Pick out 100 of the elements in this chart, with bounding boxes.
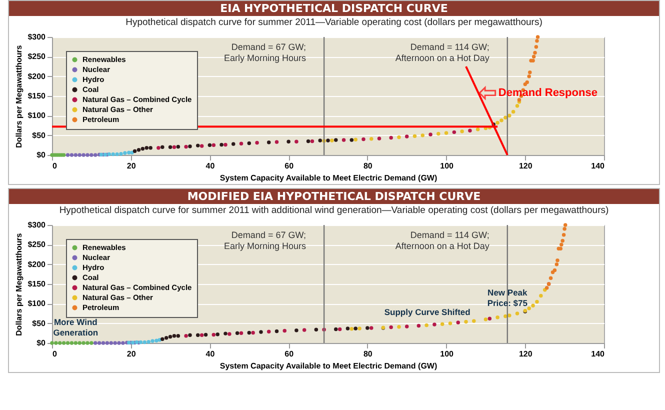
- y-tick-label: $100: [28, 111, 46, 120]
- point: [370, 137, 374, 141]
- point: [536, 35, 540, 39]
- point: [66, 341, 70, 345]
- point: [412, 134, 417, 138]
- point: [148, 146, 152, 150]
- point: [533, 50, 537, 55]
- y-tick-label: $0: [36, 150, 46, 160]
- point: [130, 150, 134, 155]
- point: [460, 130, 464, 134]
- point: [515, 104, 520, 108]
- point: [508, 114, 512, 118]
- chart-title: EIA HYPOTHETICAL DISPATCH CURVE: [9, 1, 659, 16]
- point: [172, 145, 176, 149]
- point: [294, 328, 298, 332]
- point: [113, 341, 117, 345]
- point: [119, 152, 123, 156]
- point: [212, 332, 216, 337]
- point: [78, 153, 82, 157]
- point: [105, 341, 110, 345]
- point: [294, 140, 298, 144]
- point: [350, 326, 354, 331]
- point: [176, 144, 180, 149]
- point: [535, 300, 539, 304]
- point: [196, 144, 200, 148]
- point: [239, 142, 244, 146]
- point: [266, 330, 271, 334]
- point: [358, 326, 362, 330]
- point: [176, 334, 180, 338]
- annotation: Demand = 114 GW; Afternoon on a Hot Day: [395, 230, 490, 251]
- point: [160, 337, 164, 341]
- point: [74, 153, 78, 157]
- x-tick-label: 60: [284, 350, 294, 358]
- y-tick-label: $0: [36, 338, 46, 348]
- point: [132, 149, 137, 153]
- point: [140, 146, 145, 151]
- point: [370, 326, 374, 330]
- x-tick-label: 120: [518, 350, 533, 358]
- point: [220, 142, 224, 147]
- point: [78, 341, 82, 345]
- point: [164, 336, 168, 340]
- legend-label: Demand Response: [498, 87, 598, 100]
- point: [464, 320, 468, 324]
- point: [420, 133, 424, 138]
- point: [397, 325, 401, 329]
- chart-title: MODIFIED EIA HYPOTHETICAL DISPATCH CURVE: [9, 189, 659, 204]
- point: [286, 140, 290, 144]
- point: [97, 341, 102, 345]
- point: [115, 152, 119, 156]
- point: [436, 132, 440, 136]
- point: [144, 146, 148, 150]
- point: [168, 334, 172, 339]
- y-tick-label: $250: [28, 240, 46, 250]
- point: [208, 143, 212, 148]
- point: [188, 144, 192, 148]
- point: [560, 242, 564, 247]
- point: [534, 44, 538, 49]
- x-tick-label: 140: [591, 350, 606, 358]
- point: [90, 153, 94, 157]
- annotation: Demand = 67 GW; Early Morning Hours: [224, 42, 307, 63]
- point: [156, 146, 160, 150]
- x-tick-label: 140: [591, 162, 606, 170]
- x-tick-label: 100: [440, 162, 454, 170]
- point: [563, 223, 568, 227]
- y-tick-label: $50: [32, 318, 46, 328]
- x-tick-label: 40: [206, 162, 216, 170]
- point: [508, 314, 512, 318]
- y-axis-title: Dollars per Megawatthours: [14, 232, 24, 336]
- y-axis-title: Dollars per Megawatthours: [14, 44, 24, 148]
- point: [109, 341, 114, 345]
- point: [504, 314, 508, 318]
- point: [354, 138, 358, 142]
- point: [168, 145, 172, 149]
- annotation: New Peak Price: $75: [487, 288, 528, 308]
- point: [397, 135, 401, 140]
- y-tick-label: $200: [28, 72, 46, 81]
- point: [266, 140, 271, 144]
- point: [554, 262, 559, 266]
- point: [196, 333, 200, 337]
- point: [562, 227, 566, 231]
- point: [500, 118, 504, 122]
- y-tick-label: $100: [28, 299, 46, 308]
- x-axis-title: System Capacity Available to Meet Electric Demand (GW): [220, 174, 438, 182]
- point: [101, 341, 106, 345]
- point: [330, 138, 334, 142]
- point: [54, 341, 58, 345]
- point: [306, 139, 310, 144]
- point: [282, 328, 286, 333]
- point: [560, 238, 564, 243]
- point: [224, 142, 228, 147]
- point: [82, 341, 86, 345]
- y-tick-label: $250: [28, 52, 46, 62]
- point: [251, 330, 255, 335]
- point: [511, 110, 516, 114]
- point: [484, 318, 488, 322]
- point: [50, 341, 54, 345]
- y-tick-label: $200: [28, 260, 46, 269]
- point: [326, 138, 330, 142]
- point: [548, 276, 553, 280]
- point: [472, 319, 476, 323]
